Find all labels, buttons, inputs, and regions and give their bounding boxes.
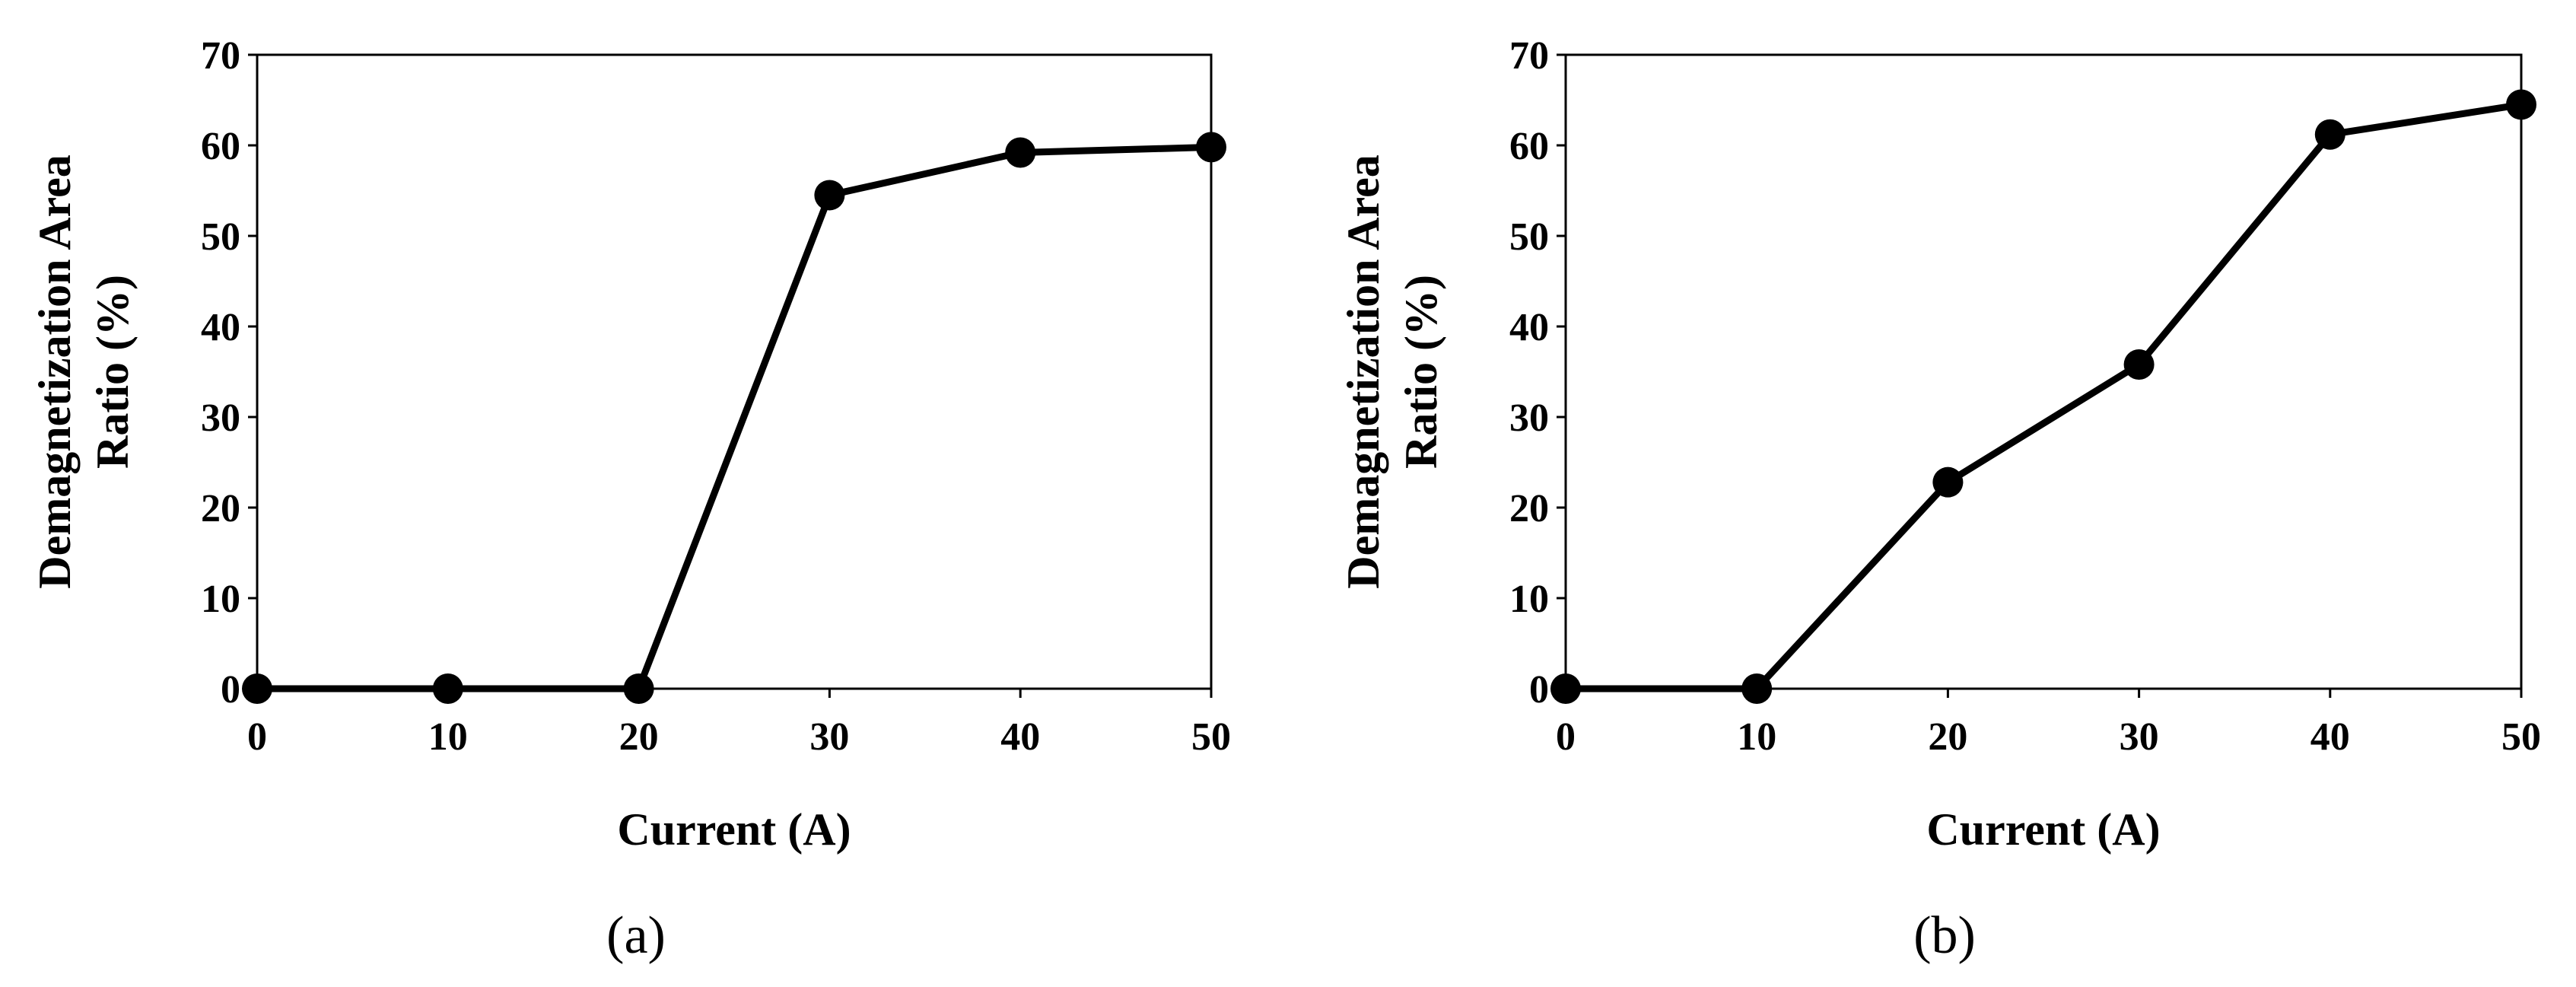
data-point <box>1741 673 1773 704</box>
y-tick-label: 0 <box>1529 668 1549 712</box>
x-tick-label: 40 <box>1000 715 1040 759</box>
x-tick-label: 20 <box>1928 715 1967 759</box>
y-tick-label: 40 <box>1509 306 1549 349</box>
y-tick-label: 10 <box>1509 578 1549 621</box>
y-tick-label: 70 <box>1509 34 1549 78</box>
x-tick-label: 10 <box>428 715 468 759</box>
data-point <box>1196 132 1226 163</box>
data-point <box>1932 466 1964 498</box>
y-tick-label: 50 <box>1509 215 1549 259</box>
series-line <box>257 143 1212 692</box>
data-point <box>2123 349 2155 380</box>
x-axis-title: Current (A) <box>617 804 851 855</box>
x-tick-label: 0 <box>247 715 267 759</box>
series-line <box>1566 101 2522 692</box>
x-tick-label: 50 <box>1191 715 1231 759</box>
data-point <box>242 673 272 704</box>
data-point <box>2506 89 2536 120</box>
y-tick-label: 60 <box>201 125 240 168</box>
y-tick-label: 30 <box>201 396 240 440</box>
y-axis-title-line: Ratio (%) <box>1396 275 1446 469</box>
data-point <box>432 673 463 704</box>
y-tick-label: 20 <box>1509 487 1549 530</box>
x-tick-label: 0 <box>1556 715 1576 759</box>
x-axis-title: Current (A) <box>1926 804 2160 855</box>
x-tick-label: 10 <box>1737 715 1776 759</box>
y-tick-label: 40 <box>201 306 240 349</box>
y-tick-label: 10 <box>201 578 240 621</box>
x-tick-label: 30 <box>2120 715 2159 759</box>
y-tick-label: 0 <box>221 668 240 712</box>
y-tick-label: 60 <box>1509 125 1549 168</box>
y-axis-title-line: Demagnetization Area <box>30 154 80 588</box>
chart-panel-a: 0 10 20 30 40 50 60 70 0 10 20 30 40 50 Current (A) Dem… <box>30 34 1231 965</box>
y-tick-label: 20 <box>201 487 240 530</box>
y-axis-title-line: Demagnetization Area <box>1338 154 1388 588</box>
data-point <box>1550 673 1581 704</box>
plot-area-frame <box>1564 53 2523 690</box>
x-tick-label: 40 <box>2310 715 2350 759</box>
data-point <box>1005 137 1036 168</box>
chart-panel-b: 0 10 20 30 40 50 60 70 0 10 20 30 40 50 Current (A) Dem… <box>1338 34 2541 965</box>
data-point <box>2314 119 2345 150</box>
panel-label: (b) <box>1913 906 1976 965</box>
y-tick-label: 50 <box>201 215 240 259</box>
plot-area-frame <box>256 53 1213 690</box>
y-tick-label: 30 <box>1509 396 1549 440</box>
data-point <box>814 180 845 211</box>
panel-label: (a) <box>606 906 666 965</box>
x-tick-label: 20 <box>619 715 659 759</box>
y-axis-title-line: Ratio (%) <box>87 275 138 469</box>
y-tick-label: 70 <box>201 34 240 78</box>
data-point <box>623 673 654 704</box>
x-tick-label: 30 <box>809 715 849 759</box>
x-tick-label: 50 <box>2501 715 2541 759</box>
